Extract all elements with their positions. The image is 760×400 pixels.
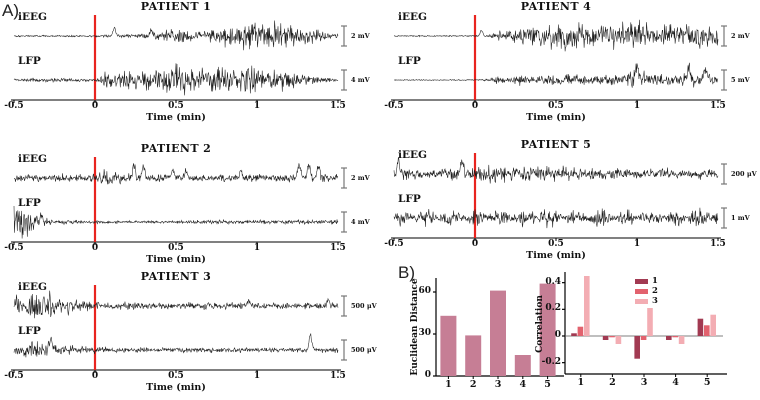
x-tick-label: 1.5 [330,371,346,381]
waveform-plot [391,153,727,241]
legend-label: 3 [652,296,658,306]
patient-2-panel: PATIENT 2 iEEG LFP -0.5 0 0.5 1 1.5 Time (mi… [4,142,380,270]
x-tick-label: 2 [609,377,616,388]
trace-label-lfp: LFP [18,325,41,337]
scalebar-label-ieeg: 2 mV [351,174,370,182]
waveform-plot [11,157,347,245]
x-tick-label: 0.5 [548,101,564,111]
x-tick-label: -0.5 [384,101,404,111]
y-tick-label: 0.4 [545,276,561,287]
x-tick-label: 1.5 [330,243,346,253]
panel-title: PATIENT 5 [520,138,592,151]
scalebar-label-ieeg: 2 mV [351,32,370,40]
trace-label-ieeg: iEEG [18,11,47,23]
y-tick-label: 30 [418,328,431,338]
trace-label-ieeg: iEEG [18,281,47,293]
legend: 1 2 3 [635,276,658,306]
x-tick-label: -0.5 [4,371,24,381]
x-tick-label: -0.5 [384,239,404,249]
panel-b-label: B) [398,263,415,282]
legend-item: 3 [635,296,658,306]
y-tick-label: 0.2 [545,303,561,314]
x-tick-label: 3 [640,377,648,388]
trace-label-ieeg: iEEG [18,153,47,165]
x-tick-label: 4 [519,379,527,390]
panel-title: PATIENT 2 [140,142,212,155]
legend-label: 1 [652,276,658,286]
panel-title: PATIENT 4 [520,0,592,13]
trace-label-lfp: LFP [398,193,421,205]
x-tick-label: 1 [445,379,452,390]
x-tick-label: 5 [703,377,711,388]
x-tick-label: 1 [253,371,261,381]
time-axis-label: Time (min) [526,112,586,123]
trace-label-ieeg: iEEG [398,11,427,23]
time-axis-label: Time (min) [146,112,206,123]
x-tick-label: 0.5 [168,101,184,111]
x-tick-label: 4 [672,377,679,388]
patient-3-panel: PATIENT 3 iEEG LFP -0.5 0 0.5 1 1.5 Time (mi… [4,270,380,398]
scalebar-label-ieeg: 500 μV [351,302,377,310]
x-tick-label: 1 [577,377,585,388]
x-tick-label: 0.5 [168,371,184,381]
waveform-plot [11,285,347,373]
x-tick-label: -0.5 [4,101,24,111]
x-tick-label: 3 [494,379,502,390]
scalebar-label-lfp: 500 μV [351,346,377,354]
trace-label-lfp: LFP [18,197,41,209]
trace-label-ieeg: iEEG [398,149,427,161]
legend-item: 2 [635,286,658,296]
x-tick-label: 5 [544,379,551,390]
trace-label-lfp: LFP [398,55,421,67]
x-tick-label: -0.5 [4,243,24,253]
x-tick-label: 0.5 [548,239,564,249]
euclidean-distance-chart: Euclidean Distance 0 30 60 1 2 3 4 5 [410,272,568,400]
legend-swatch [635,288,648,294]
patient-1-panel: PATIENT 1 iEEG LFP -0.5 0 0.5 1 1.5 Time (mi… [4,0,380,128]
patient-4-panel: PATIENT 4 iEEG LFP -0.5 0 0.5 1 1.5 Time (mi… [384,0,760,128]
x-tick-label: 1.5 [710,239,726,249]
x-tick-label: 1.5 [710,101,726,111]
scalebar-label-lfp: 5 mV [731,76,750,84]
y-tick-label: -0.2 [541,356,561,367]
scalebar-label-ieeg: 2 mV [731,32,750,40]
waveform-plot [11,15,347,103]
bar-chart-canvas [562,272,727,377]
time-axis-label: Time (min) [146,382,206,393]
x-tick-label: 1 [253,101,261,111]
legend-label: 2 [652,286,658,296]
x-tick-label: 0.5 [168,243,184,253]
waveform-plot [391,15,727,103]
bar-chart-canvas [433,278,564,379]
time-axis-label: Time (min) [526,250,586,261]
legend-swatch [635,278,648,284]
scalebar-label-lfp: 4 mV [351,76,370,84]
x-tick-label: 0 [91,371,99,381]
x-tick-label: 1 [633,239,641,249]
panel-a-label: A) [2,1,19,20]
y-tick-label: 0 [554,330,561,340]
panel-title: PATIENT 1 [140,0,212,13]
scalebar-label-lfp: 1 mV [731,214,750,222]
x-tick-label: 0 [91,243,99,253]
patient-5-panel: PATIENT 5 iEEG LFP -0.5 0 0.5 1 1.5 Time (mi… [384,138,760,266]
correlation-chart: Correlation -0.2 0 0.2 0.4 1 2 3 4 5 1 2 3 [535,262,760,400]
x-tick-label: 1 [253,243,261,253]
scalebar-label-lfp: 4 mV [351,218,370,226]
trace-label-lfp: LFP [18,55,41,67]
x-tick-label: 1.5 [330,101,346,111]
x-tick-label: 0 [471,101,479,111]
x-tick-label: 2 [469,379,477,390]
x-tick-label: 1 [633,101,641,111]
time-axis-label: Time (min) [146,254,206,265]
y-tick-label: 60 [418,286,431,296]
x-tick-label: 0 [471,239,479,249]
legend-item: 1 [635,276,658,286]
scalebar-label-ieeg: 200 μV [731,170,757,178]
panel-title: PATIENT 3 [140,270,212,283]
x-tick-label: 0 [91,101,99,111]
legend-swatch [635,298,648,304]
y-tick-label: 0 [424,370,431,380]
